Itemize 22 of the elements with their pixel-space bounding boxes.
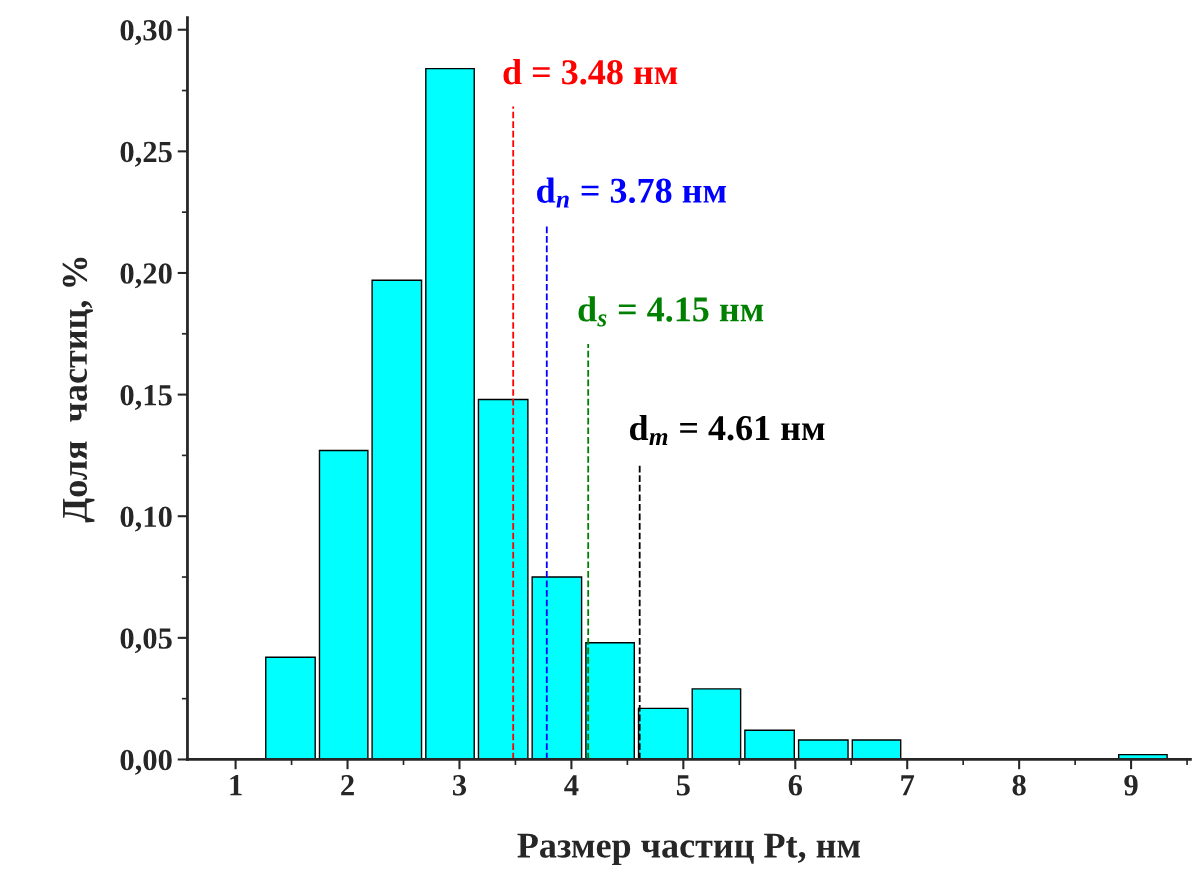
y-axis-title: Доля частиц, % [62, 257, 95, 523]
x-tick-label: 4 [564, 775, 579, 796]
y-tick-label: 0,00 [120, 749, 172, 775]
x-tick-label: 6 [788, 775, 803, 796]
y-tick-label: 0,25 [120, 141, 172, 167]
ref-line-label: d$_{n}$ = 3.78 нм [537, 177, 726, 208]
y-tick-label: 0,30 [120, 20, 172, 46]
ref-line-label: d$_{s}$ = 4.15 нм [578, 296, 764, 327]
x-tick-label: 5 [676, 775, 690, 796]
x-tick-label: 8 [1012, 774, 1026, 796]
ref-line-label: d = 3.48 нм [503, 59, 678, 85]
x-tick-label: 9 [1124, 775, 1138, 796]
y-tick-label: 0,20 [120, 263, 172, 289]
y-tick-label: 0,10 [120, 506, 172, 532]
x-tick-label: 7 [901, 775, 915, 796]
x-tick-label: 3 [452, 775, 467, 796]
x-axis-title: Размер частиц Pt, нм [517, 833, 860, 866]
y-tick-label: 0,15 [120, 384, 172, 410]
y-tick-label: 0,05 [120, 628, 172, 654]
x-tick-label: 2 [341, 775, 354, 796]
x-tick-label: 1 [230, 775, 242, 796]
ref-line-label: d$_{m}$ = 4.61 нм [629, 414, 825, 445]
